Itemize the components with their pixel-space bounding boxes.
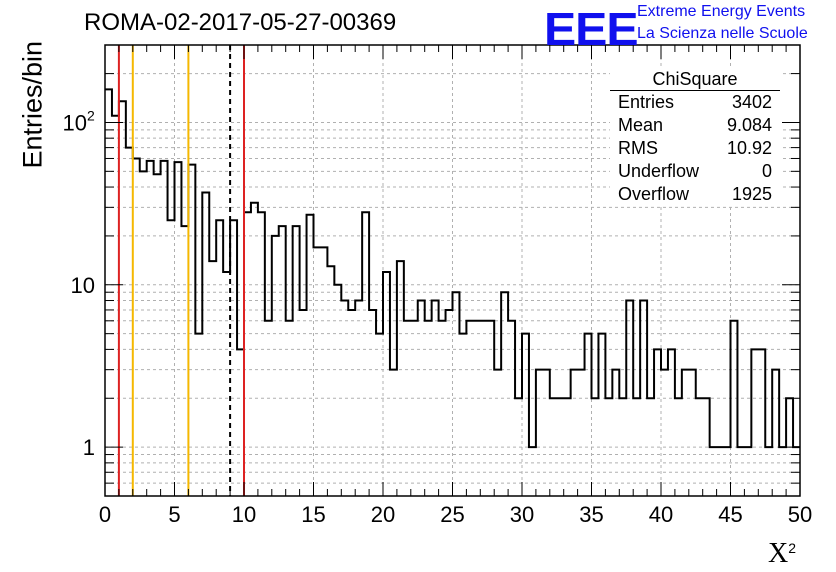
x-axis-label-base: X <box>768 538 789 569</box>
x-tick-label: 45 <box>718 502 742 527</box>
stats-label: Underflow <box>618 161 700 181</box>
x-tick-label: 15 <box>301 502 325 527</box>
y-axis-label: Entries/bin <box>17 40 48 169</box>
x-axis-label-sup: 2 <box>788 540 797 556</box>
x-tick-label: 0 <box>99 502 111 527</box>
x-tick-label: 35 <box>579 502 603 527</box>
y-tick-label-exponent: 2 <box>87 107 95 123</box>
logo-line-2: La Scienza nelle Scuole <box>637 25 808 42</box>
stats-row-overflow: Overflow 1925 <box>610 183 780 206</box>
stats-label: Overflow <box>618 184 690 204</box>
y-tick-label: 1 <box>83 435 95 460</box>
x-tick-label: 40 <box>649 502 673 527</box>
stats-value: 0 <box>761 161 772 181</box>
y-tick-label: 10 <box>71 273 95 298</box>
stats-value: 3402 <box>731 92 772 112</box>
stats-label: RMS <box>618 138 658 158</box>
stats-row-rms: RMS 10.92 <box>610 137 780 160</box>
stats-box: ChiSquare Entries 3402 Mean 9.084 RMS 10.92… <box>610 68 780 206</box>
x-tick-label: 25 <box>440 502 464 527</box>
stats-title: ChiSquare <box>610 68 780 91</box>
stats-label: Mean <box>618 115 664 135</box>
stats-value: 9.084 <box>726 115 772 135</box>
x-axis-label: X2 <box>768 538 796 570</box>
stats-row-mean: Mean 9.084 <box>610 114 780 137</box>
histogram-line <box>105 88 800 449</box>
run-title: ROMA-02-2017-05-27-00369 <box>84 9 397 36</box>
y-tick-label: 10 <box>63 110 87 135</box>
x-tick-label: 10 <box>232 502 256 527</box>
x-tick-label: 50 <box>788 502 812 527</box>
eee-logo: EEE <box>544 3 639 55</box>
stats-row-underflow: Underflow 0 <box>610 160 780 183</box>
stats-row-entries: Entries 3402 <box>610 91 780 114</box>
x-tick-label: 20 <box>371 502 395 527</box>
logo-line-1: Extreme Energy Events <box>637 3 806 20</box>
stats-value: 10.92 <box>726 138 772 158</box>
x-tick-label: 30 <box>510 502 534 527</box>
stats-value: 1925 <box>731 184 772 204</box>
x-tick-label: 5 <box>168 502 180 527</box>
stats-label: Entries <box>618 92 675 112</box>
